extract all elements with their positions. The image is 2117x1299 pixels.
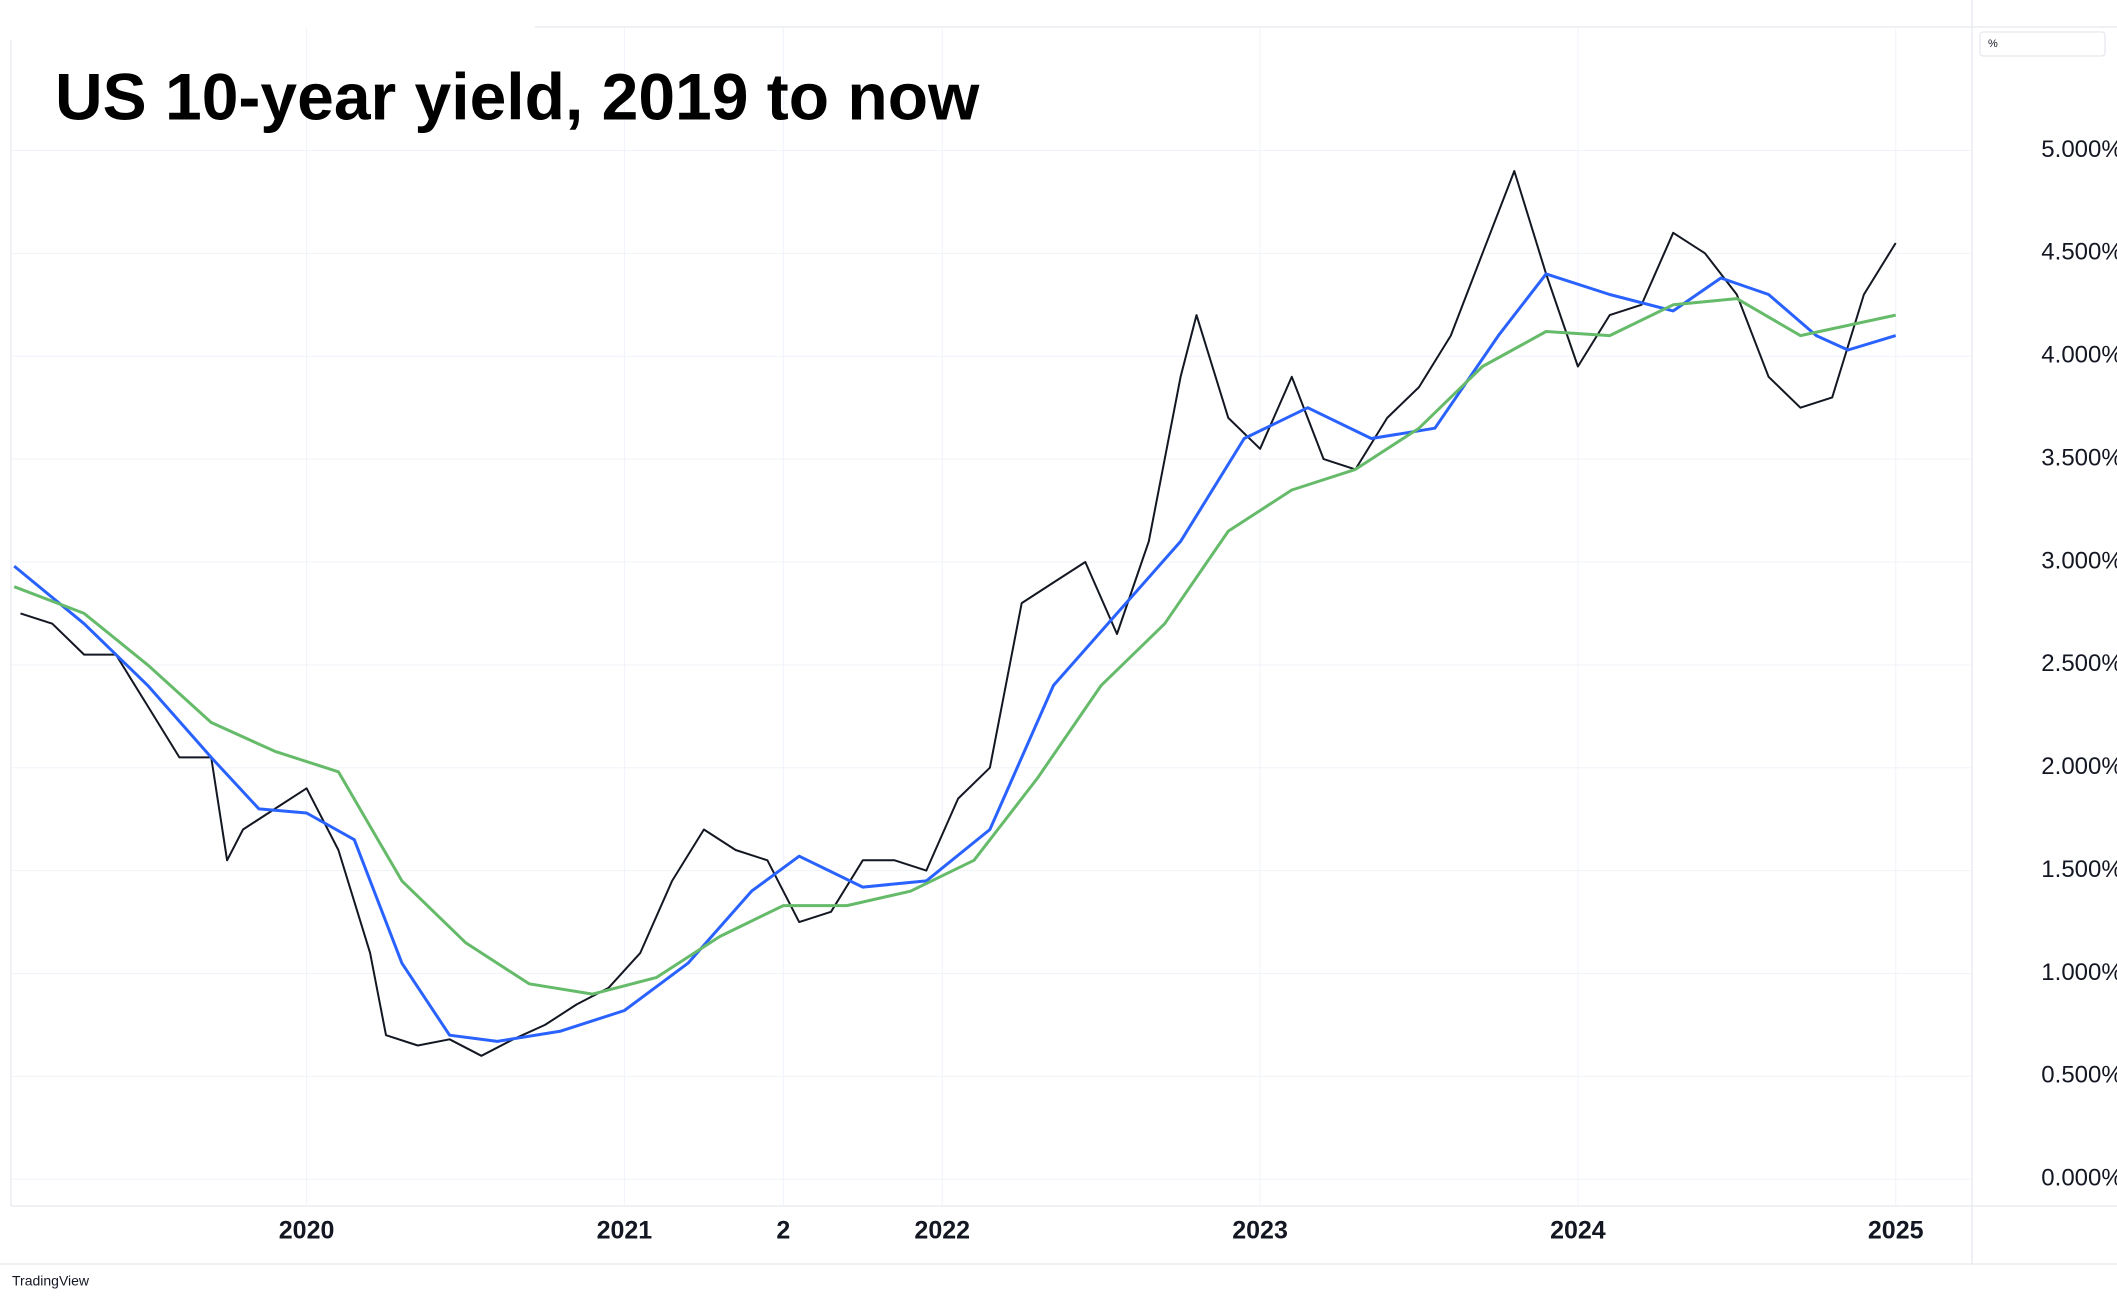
unit-box — [1979, 31, 2106, 57]
y-tick-label: 0.000% — [2041, 1165, 2117, 1192]
y-tick-label: 0.500% — [2041, 1062, 2117, 1089]
x-tick-label: 2022 — [914, 1217, 970, 1245]
x-tick-label: 2023 — [1232, 1217, 1288, 1245]
series-line — [20, 170, 1897, 1057]
y-tick-label: 1.500% — [2041, 856, 2117, 883]
unit-label: % — [1988, 38, 1998, 50]
y-tick-label: 4.000% — [2041, 342, 2117, 369]
y-tick-label: 4.500% — [2041, 239, 2117, 266]
y-tick-label: 3.000% — [2041, 547, 2117, 574]
y-tick-label: 1.000% — [2041, 959, 2117, 986]
y-tick-label: 3.500% — [2041, 444, 2117, 471]
series-line — [13, 297, 1897, 996]
x-tick-label: 2024 — [1550, 1217, 1606, 1245]
watermark: TradingView — [12, 1273, 90, 1289]
y-tick-label: 2.500% — [2041, 650, 2117, 677]
y-tick-label: 2.000% — [2041, 753, 2117, 780]
x-tick-label: 2025 — [1868, 1217, 1924, 1245]
chart-title: US 10-year yield, 2019 to now — [55, 59, 980, 133]
x-tick-label: 2020 — [279, 1217, 335, 1245]
y-tick-label: 5.000% — [2041, 136, 2117, 163]
series-line — [13, 272, 1897, 1043]
x-tick-label: 2 — [776, 1217, 790, 1245]
x-tick-label: 2021 — [597, 1217, 653, 1245]
